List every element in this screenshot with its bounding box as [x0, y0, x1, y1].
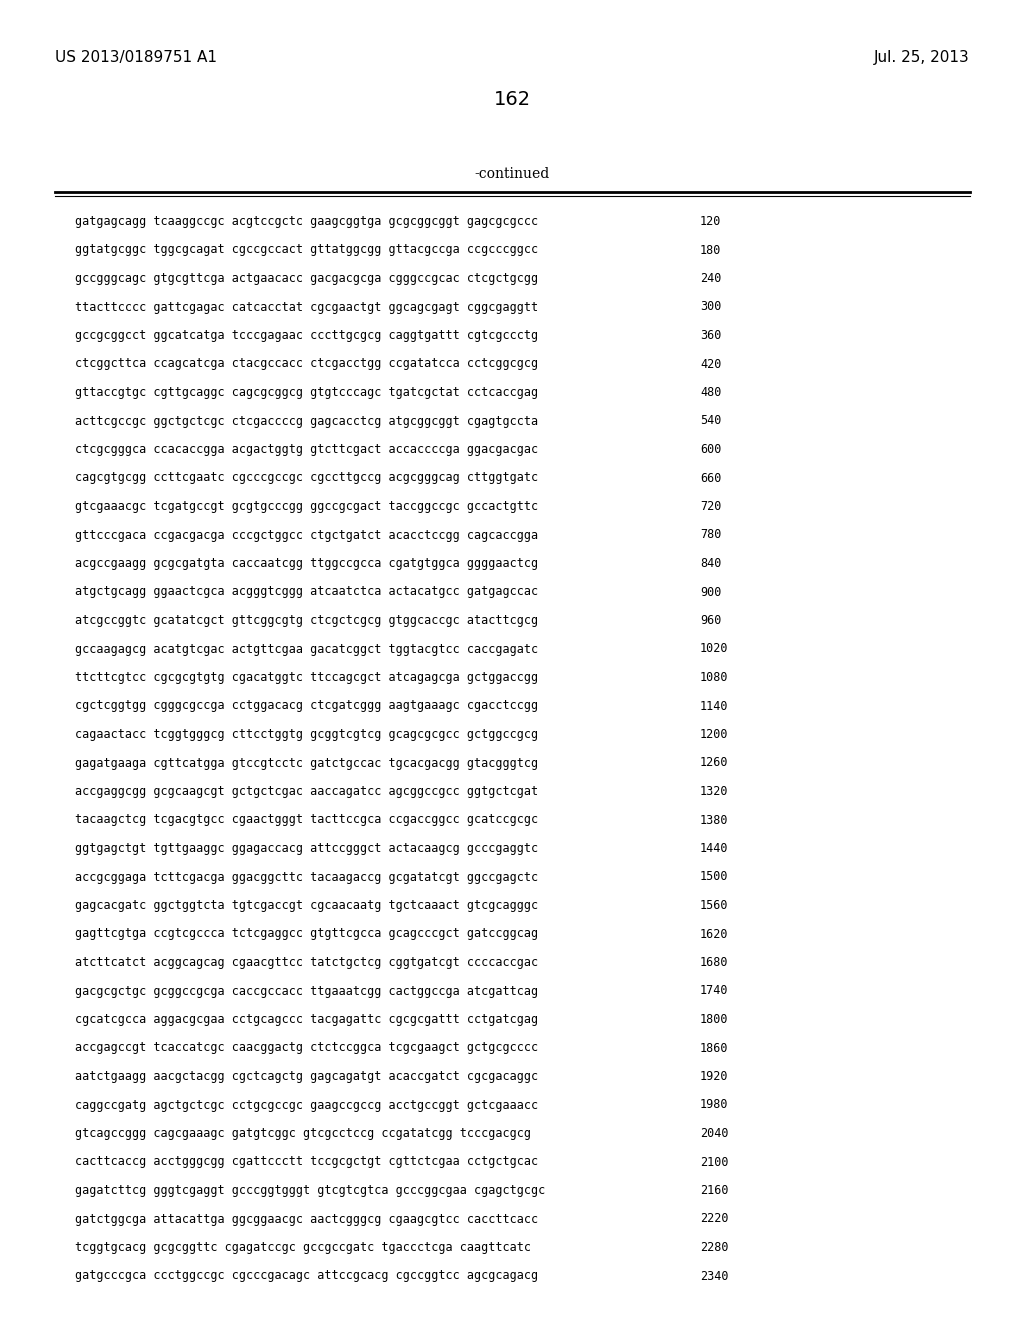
- Text: 2280: 2280: [700, 1241, 728, 1254]
- Text: ttacttcccc gattcgagac catcacctat cgcgaactgt ggcagcgagt cggcgaggtt: ttacttcccc gattcgagac catcacctat cgcgaac…: [75, 301, 539, 314]
- Text: gtcagccggg cagcgaaagc gatgtcggc gtcgcctccg ccgatatcgg tcccgacgcg: gtcagccggg cagcgaaagc gatgtcggc gtcgcctc…: [75, 1127, 531, 1140]
- Text: gttcccgaca ccgacgacga cccgctggcc ctgctgatct acacctccgg cagcaccgga: gttcccgaca ccgacgacga cccgctggcc ctgctga…: [75, 528, 539, 541]
- Text: gatctggcga attacattga ggcggaacgc aactcgggcg cgaagcgtcc caccttcacc: gatctggcga attacattga ggcggaacgc aactcgg…: [75, 1213, 539, 1225]
- Text: gacgcgctgc gcggccgcga caccgccacc ttgaaatcgg cactggccga atcgattcag: gacgcgctgc gcggccgcga caccgccacc ttgaaat…: [75, 985, 539, 998]
- Text: tcggtgcacg gcgcggttc cgagatccgc gccgccgatc tgaccctcga caagttcatc: tcggtgcacg gcgcggttc cgagatccgc gccgccga…: [75, 1241, 531, 1254]
- Text: atgctgcagg ggaactcgca acgggtcggg atcaatctca actacatgcc gatgagccac: atgctgcagg ggaactcgca acgggtcggg atcaatc…: [75, 586, 539, 598]
- Text: acttcgccgc ggctgctcgc ctcgaccccg gagcacctcg atgcggcggt cgagtgccta: acttcgccgc ggctgctcgc ctcgaccccg gagcacc…: [75, 414, 539, 428]
- Text: 1080: 1080: [700, 671, 728, 684]
- Text: 2100: 2100: [700, 1155, 728, 1168]
- Text: 1740: 1740: [700, 985, 728, 998]
- Text: 120: 120: [700, 215, 721, 228]
- Text: 1020: 1020: [700, 643, 728, 656]
- Text: ggtgagctgt tgttgaaggc ggagaccacg attccgggct actacaagcg gcccgaggtc: ggtgagctgt tgttgaaggc ggagaccacg attccgg…: [75, 842, 539, 855]
- Text: aatctgaagg aacgctacgg cgctcagctg gagcagatgt acaccgatct cgcgacaggc: aatctgaagg aacgctacgg cgctcagctg gagcaga…: [75, 1071, 539, 1082]
- Text: 1620: 1620: [700, 928, 728, 940]
- Text: cgctcggtgg cgggcgccga cctggacacg ctcgatcggg aagtgaaagc cgacctccgg: cgctcggtgg cgggcgccga cctggacacg ctcgatc…: [75, 700, 539, 713]
- Text: gttaccgtgc cgttgcaggc cagcgcggcg gtgtcccagc tgatcgctat cctcaccgag: gttaccgtgc cgttgcaggc cagcgcggcg gtgtccc…: [75, 385, 539, 399]
- Text: 1200: 1200: [700, 729, 728, 741]
- Text: ctcgcgggca ccacaccgga acgactggtg gtcttcgact accaccccga ggacgacgac: ctcgcgggca ccacaccgga acgactggtg gtcttcg…: [75, 444, 539, 455]
- Text: 360: 360: [700, 329, 721, 342]
- Text: 1800: 1800: [700, 1012, 728, 1026]
- Text: gccgggcagc gtgcgttcga actgaacacc gacgacgcga cgggccgcac ctcgctgcgg: gccgggcagc gtgcgttcga actgaacacc gacgacg…: [75, 272, 539, 285]
- Text: accgaggcgg gcgcaagcgt gctgctcgac aaccagatcc agcggccgcc ggtgctcgat: accgaggcgg gcgcaagcgt gctgctcgac aaccaga…: [75, 785, 539, 799]
- Text: ggtatgcggc tggcgcagat cgccgccact gttatggcgg gttacgccga ccgcccggcc: ggtatgcggc tggcgcagat cgccgccact gttatgg…: [75, 243, 539, 256]
- Text: 780: 780: [700, 528, 721, 541]
- Text: 1260: 1260: [700, 756, 728, 770]
- Text: 1860: 1860: [700, 1041, 728, 1055]
- Text: gagatcttcg gggtcgaggt gcccggtgggt gtcgtcgtca gcccggcgaa cgagctgcgc: gagatcttcg gggtcgaggt gcccggtgggt gtcgtc…: [75, 1184, 545, 1197]
- Text: 2340: 2340: [700, 1270, 728, 1283]
- Text: 540: 540: [700, 414, 721, 428]
- Text: 1440: 1440: [700, 842, 728, 855]
- Text: atcttcatct acggcagcag cgaacgttcc tatctgctcg cggtgatcgt ccccaccgac: atcttcatct acggcagcag cgaacgttcc tatctgc…: [75, 956, 539, 969]
- Text: 480: 480: [700, 385, 721, 399]
- Text: cagaactacc tcggtgggcg cttcctggtg gcggtcgtcg gcagcgcgcc gctggccgcg: cagaactacc tcggtgggcg cttcctggtg gcggtcg…: [75, 729, 539, 741]
- Text: 2040: 2040: [700, 1127, 728, 1140]
- Text: gatgcccgca ccctggccgc cgcccgacagc attccgcacg cgccggtcc agcgcagacg: gatgcccgca ccctggccgc cgcccgacagc attccg…: [75, 1270, 539, 1283]
- Text: caggccgatg agctgctcgc cctgcgccgc gaagccgccg acctgccggt gctcgaaacc: caggccgatg agctgctcgc cctgcgccgc gaagccg…: [75, 1098, 539, 1111]
- Text: 1560: 1560: [700, 899, 728, 912]
- Text: ttcttcgtcc cgcgcgtgtg cgacatggtc ttccagcgct atcagagcga gctggaccgg: ttcttcgtcc cgcgcgtgtg cgacatggtc ttccagc…: [75, 671, 539, 684]
- Text: gccgcggcct ggcatcatga tcccgagaac cccttgcgcg caggtgattt cgtcgccctg: gccgcggcct ggcatcatga tcccgagaac cccttgc…: [75, 329, 539, 342]
- Text: 1680: 1680: [700, 956, 728, 969]
- Text: 600: 600: [700, 444, 721, 455]
- Text: cgcatcgcca aggacgcgaa cctgcagccc tacgagattc cgcgcgattt cctgatcgag: cgcatcgcca aggacgcgaa cctgcagccc tacgaga…: [75, 1012, 539, 1026]
- Text: 300: 300: [700, 301, 721, 314]
- Text: 960: 960: [700, 614, 721, 627]
- Text: 2220: 2220: [700, 1213, 728, 1225]
- Text: 720: 720: [700, 500, 721, 513]
- Text: -continued: -continued: [474, 168, 550, 181]
- Text: acgccgaagg gcgcgatgta caccaatcgg ttggccgcca cgatgtggca ggggaactcg: acgccgaagg gcgcgatgta caccaatcgg ttggccg…: [75, 557, 539, 570]
- Text: 2160: 2160: [700, 1184, 728, 1197]
- Text: 1140: 1140: [700, 700, 728, 713]
- Text: 180: 180: [700, 243, 721, 256]
- Text: 240: 240: [700, 272, 721, 285]
- Text: cagcgtgcgg ccttcgaatc cgcccgccgc cgccttgccg acgcgggcag cttggtgatc: cagcgtgcgg ccttcgaatc cgcccgccgc cgccttg…: [75, 471, 539, 484]
- Text: 1980: 1980: [700, 1098, 728, 1111]
- Text: gatgagcagg tcaaggccgc acgtccgctc gaagcggtga gcgcggcggt gagcgcgccc: gatgagcagg tcaaggccgc acgtccgctc gaagcgg…: [75, 215, 539, 228]
- Text: 660: 660: [700, 471, 721, 484]
- Text: gagatgaaga cgttcatgga gtccgtcctc gatctgccac tgcacgacgg gtacgggtcg: gagatgaaga cgttcatgga gtccgtcctc gatctgc…: [75, 756, 539, 770]
- Text: atcgccggtc gcatatcgct gttcggcgtg ctcgctcgcg gtggcaccgc atacttcgcg: atcgccggtc gcatatcgct gttcggcgtg ctcgctc…: [75, 614, 539, 627]
- Text: cacttcaccg acctgggcgg cgattccctt tccgcgctgt cgttctcgaa cctgctgcac: cacttcaccg acctgggcgg cgattccctt tccgcgc…: [75, 1155, 539, 1168]
- Text: gtcgaaacgc tcgatgccgt gcgtgcccgg ggccgcgact taccggccgc gccactgttc: gtcgaaacgc tcgatgccgt gcgtgcccgg ggccgcg…: [75, 500, 539, 513]
- Text: gccaagagcg acatgtcgac actgttcgaa gacatcggct tggtacgtcc caccgagatc: gccaagagcg acatgtcgac actgttcgaa gacatcg…: [75, 643, 539, 656]
- Text: ctcggcttca ccagcatcga ctacgccacc ctcgacctgg ccgatatcca cctcggcgcg: ctcggcttca ccagcatcga ctacgccacc ctcgacc…: [75, 358, 539, 371]
- Text: 1380: 1380: [700, 813, 728, 826]
- Text: gagttcgtga ccgtcgccca tctcgaggcc gtgttcgcca gcagcccgct gatccggcag: gagttcgtga ccgtcgccca tctcgaggcc gtgttcg…: [75, 928, 539, 940]
- Text: Jul. 25, 2013: Jul. 25, 2013: [874, 50, 970, 65]
- Text: accgagccgt tcaccatcgc caacggactg ctctccggca tcgcgaagct gctgcgcccc: accgagccgt tcaccatcgc caacggactg ctctccg…: [75, 1041, 539, 1055]
- Text: tacaagctcg tcgacgtgcc cgaactgggt tacttccgca ccgaccggcc gcatccgcgc: tacaagctcg tcgacgtgcc cgaactgggt tacttcc…: [75, 813, 539, 826]
- Text: 162: 162: [494, 90, 530, 110]
- Text: 1920: 1920: [700, 1071, 728, 1082]
- Text: 420: 420: [700, 358, 721, 371]
- Text: 1320: 1320: [700, 785, 728, 799]
- Text: US 2013/0189751 A1: US 2013/0189751 A1: [55, 50, 217, 65]
- Text: 1500: 1500: [700, 870, 728, 883]
- Text: gagcacgatc ggctggtcta tgtcgaccgt cgcaacaatg tgctcaaact gtcgcagggc: gagcacgatc ggctggtcta tgtcgaccgt cgcaaca…: [75, 899, 539, 912]
- Text: accgcggaga tcttcgacga ggacggcttc tacaagaccg gcgatatcgt ggccgagctc: accgcggaga tcttcgacga ggacggcttc tacaaga…: [75, 870, 539, 883]
- Text: 840: 840: [700, 557, 721, 570]
- Text: 900: 900: [700, 586, 721, 598]
